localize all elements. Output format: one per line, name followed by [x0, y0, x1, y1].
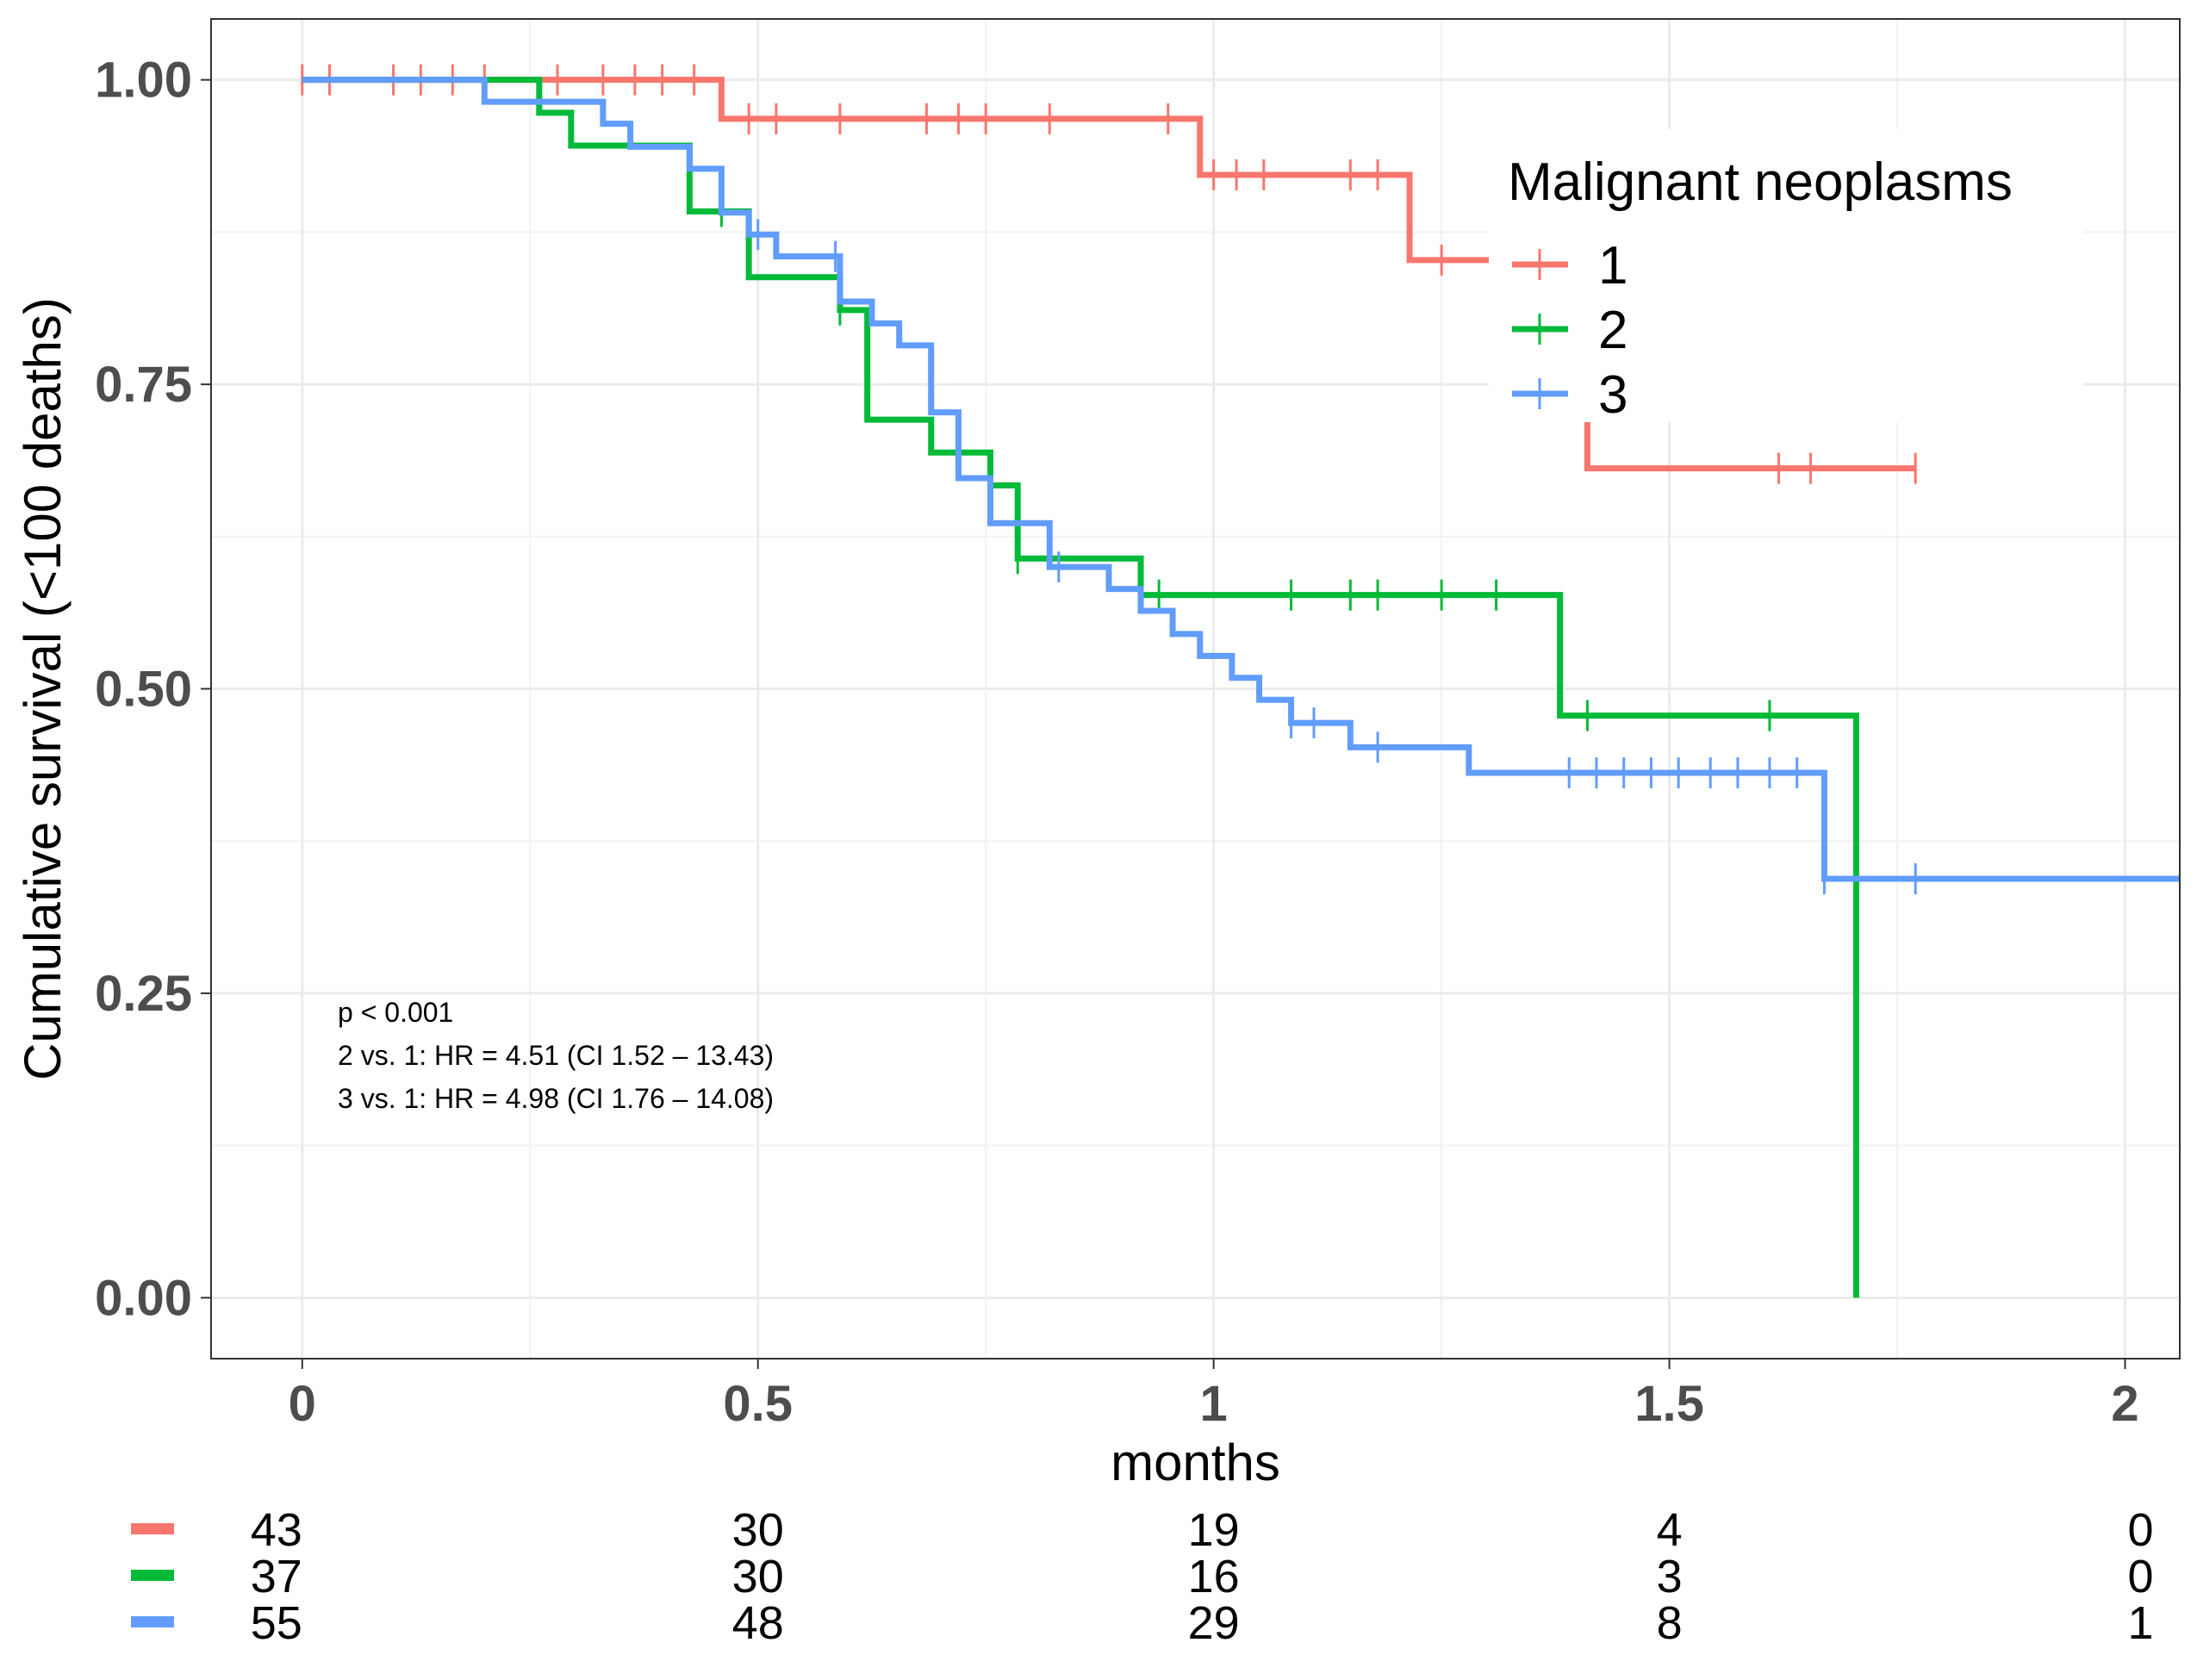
p-value-text: p < 0.001 — [338, 997, 453, 1028]
risk-count-2: 3 — [1657, 1551, 1683, 1602]
x-axis-title: months — [1111, 1434, 1280, 1491]
risk-count-3: 55 — [251, 1597, 302, 1649]
risk-count-1: 0 — [2128, 1504, 2154, 1556]
risk-count-2: 37 — [251, 1551, 302, 1602]
series-group-3 — [302, 77, 2180, 895]
risk-count-2: 16 — [1188, 1551, 1240, 1602]
y-tick-label: 0.25 — [95, 966, 192, 1022]
risk-count-2: 30 — [732, 1551, 784, 1602]
risk-count-3: 29 — [1188, 1597, 1240, 1649]
legend-label-1: 1 — [1598, 236, 1628, 296]
risk-count-1: 43 — [251, 1504, 302, 1556]
legend: Malignant neoplasms 123 — [1489, 129, 2083, 425]
legend-items: 123 — [1512, 236, 1628, 425]
x-tick-label: 0.5 — [723, 1376, 793, 1432]
legend-title: Malignant neoplasms — [1508, 152, 2013, 212]
survival-curve-3 — [302, 77, 2180, 882]
risk-count-1: 30 — [732, 1504, 784, 1556]
hr-2-vs-1-text: 2 vs. 1: HR = 4.51 (CI 1.52 – 13.43) — [338, 1040, 774, 1071]
x-tick-label: 2 — [2111, 1376, 2138, 1432]
ticks-layer: 0 0.5 1 1.5 2 0.00 0.25 0.50 0.75 1.00 — [95, 53, 2139, 1432]
risk-count-3: 48 — [732, 1597, 784, 1649]
risk-count-1: 4 — [1657, 1504, 1683, 1556]
y-tick-label: 1.00 — [95, 53, 192, 109]
legend-background — [1489, 129, 2083, 422]
y-tick-label: 0.00 — [95, 1270, 192, 1326]
x-tick-label: 1 — [1200, 1376, 1228, 1432]
x-tick-label: 0 — [289, 1376, 316, 1432]
y-tick-label: 0.50 — [95, 662, 192, 718]
risk-row-swatch-2 — [131, 1570, 174, 1581]
risk-count-3: 1 — [2128, 1597, 2154, 1649]
hr-3-vs-1-text: 3 vs. 1: HR = 4.98 (CI 1.76 – 14.08) — [338, 1083, 774, 1114]
stats-annotations: p < 0.001 2 vs. 1: HR = 4.51 (CI 1.52 – … — [338, 997, 774, 1114]
risk-count-1: 19 — [1188, 1504, 1240, 1556]
risk-table: 43 30 19 4 037 30 16 3 055 48 29 8 1 — [131, 1504, 2154, 1649]
risk-count-2: 0 — [2128, 1551, 2154, 1602]
y-tick-label: 0.75 — [95, 357, 192, 413]
x-tick-label: 1.5 — [1634, 1376, 1704, 1432]
y-axis-title: Cumulative survival (<100 deaths) — [14, 297, 72, 1080]
legend-label-3: 3 — [1598, 365, 1628, 425]
risk-row-swatch-3 — [131, 1616, 174, 1627]
legend-label-2: 2 — [1598, 301, 1628, 360]
risk-count-3: 8 — [1657, 1597, 1683, 1649]
risk-row-swatch-1 — [131, 1523, 174, 1534]
